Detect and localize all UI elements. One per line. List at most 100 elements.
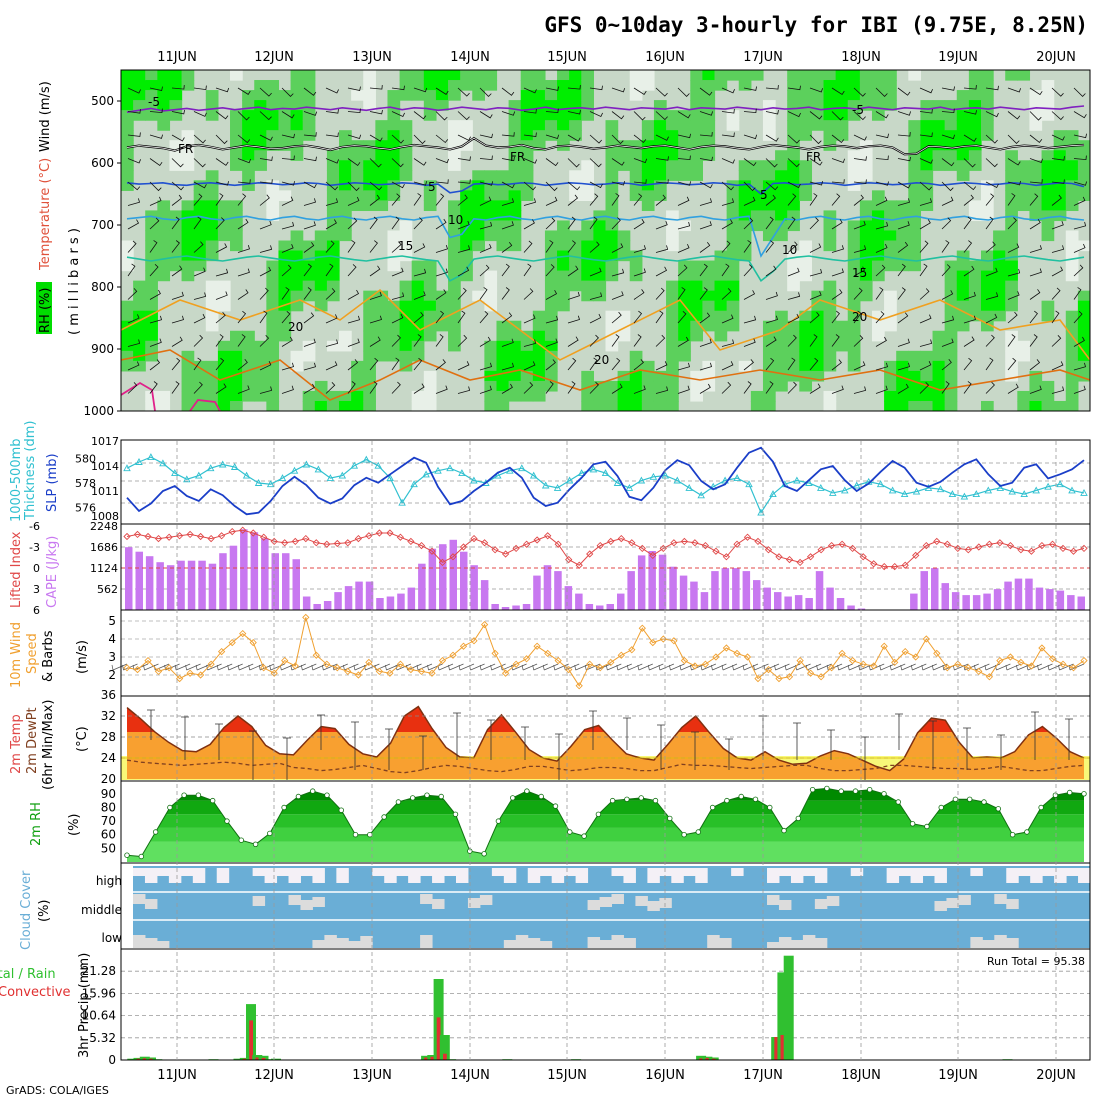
wind-barb [149, 240, 158, 253]
li-marker [1048, 540, 1057, 548]
wind-barb [215, 181, 229, 186]
wind-barb [413, 268, 427, 277]
rh-cell [460, 250, 473, 262]
rh-cell [387, 330, 401, 342]
min-max-marker [589, 710, 597, 750]
rh-cell [920, 150, 934, 161]
rh-cell [375, 200, 389, 212]
rh-cell [605, 210, 619, 222]
rh-cell [363, 400, 376, 411]
wind-barb [457, 245, 471, 253]
wind10-barb [626, 663, 643, 671]
rh-cell [908, 120, 922, 131]
cloud-cell-middle [946, 898, 959, 908]
rh-cell [932, 160, 946, 171]
rh-cell [847, 350, 861, 362]
rh2m-marker [909, 821, 916, 827]
rh-cell [702, 320, 716, 332]
wind-barb [325, 382, 336, 394]
cape-bar [753, 580, 761, 610]
wind-barb [1007, 311, 1018, 324]
wind10-barb [732, 663, 748, 671]
rh-cell [314, 260, 328, 272]
rh-cell [121, 180, 134, 191]
rh-cell [1053, 190, 1067, 201]
wind-barb [193, 181, 207, 189]
wind-barb [391, 134, 404, 144]
rh-cell [1041, 110, 1055, 121]
rh-cell [666, 230, 679, 242]
rh-cell [399, 330, 413, 342]
rh2m-marker [267, 830, 273, 837]
rh-cell [387, 190, 401, 201]
wind-barb [259, 310, 268, 324]
wind-barb [457, 156, 471, 161]
rh-cell [871, 240, 885, 252]
wind-barb [1073, 385, 1086, 394]
rh-cell [581, 390, 594, 402]
wind-barb [545, 181, 558, 192]
rh-cell [1005, 250, 1018, 262]
wind-barb [215, 383, 227, 394]
rh-cell [980, 280, 994, 292]
rh-cell [363, 80, 376, 91]
li-marker [291, 537, 299, 546]
cloud-cell-high [288, 868, 301, 883]
rh-cell [750, 390, 764, 402]
rh-cell [423, 260, 437, 272]
cloud-cell-low [623, 938, 636, 948]
rh-cell [1005, 180, 1018, 191]
rh2m-tick: 60 [101, 828, 116, 842]
wind-barb [545, 134, 560, 139]
wind-barb [853, 156, 867, 161]
cloud-cell-middle [432, 899, 445, 909]
wind-barb [919, 263, 928, 277]
rh-cell [278, 300, 292, 312]
wind-barb [281, 362, 294, 371]
rh-cell [750, 190, 764, 201]
rh-cell [496, 370, 510, 382]
wind-barb [985, 267, 998, 277]
wind-barb [259, 179, 273, 184]
thickness-marker [446, 464, 454, 472]
min-max-marker [521, 726, 529, 760]
rh-cell [484, 290, 498, 302]
cloud-cell-low [802, 935, 816, 948]
wind-barb [897, 338, 910, 347]
rh-cell [666, 340, 679, 352]
wind-barb [853, 310, 862, 324]
wind-barb [259, 386, 273, 394]
rh-cell [1041, 310, 1055, 322]
rh-cell [157, 90, 171, 101]
rh-cell [484, 200, 498, 212]
wind-barb [633, 245, 647, 253]
rh-cell [835, 90, 849, 101]
rh-cell [859, 100, 873, 111]
cloud-cell-low [767, 942, 780, 948]
cape-bar [857, 608, 866, 610]
cape-bar [920, 571, 928, 610]
cape-bar [627, 571, 635, 610]
rh-cell [133, 360, 146, 372]
wind10-marker [975, 667, 983, 676]
rh-cell [920, 200, 934, 212]
cape-bar [732, 568, 740, 610]
upper-y-tick-label: 700 [91, 218, 114, 232]
rh2m-marker [352, 832, 359, 838]
wind-barb [655, 111, 668, 121]
thickness-marker [326, 474, 335, 482]
rh-cell [690, 290, 703, 302]
rh-cell [920, 400, 934, 411]
wind-barb [919, 181, 933, 191]
rh-cell [605, 220, 619, 232]
rh-cell [1005, 160, 1018, 171]
rh-cell [799, 70, 813, 81]
wind-barb [281, 287, 290, 300]
wind10-marker [144, 656, 152, 665]
rh-cell [290, 120, 304, 131]
wind-barb [325, 314, 338, 324]
wind-barb [1051, 335, 1062, 347]
rh2m-marker [652, 797, 659, 804]
upper-y-tick-label: 800 [91, 280, 114, 294]
cape-bar [1035, 587, 1044, 610]
